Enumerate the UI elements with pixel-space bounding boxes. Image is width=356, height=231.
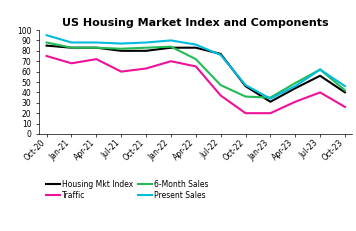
Title: US Housing Market Index and Components: US Housing Market Index and Components [63,18,329,28]
Text: ECONODAY.: ECONODAY. [258,210,316,219]
Legend: Housing Mkt Index, Traffic, 6-Month Sales, Present Sales: Housing Mkt Index, Traffic, 6-Month Sale… [43,176,211,203]
